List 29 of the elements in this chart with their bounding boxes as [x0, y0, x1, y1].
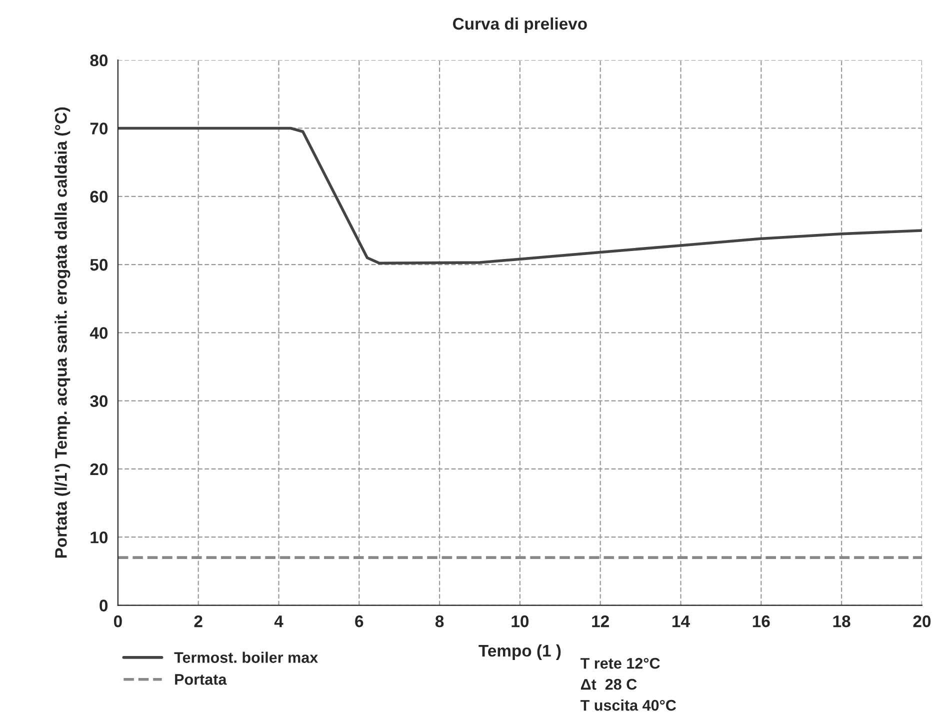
y-tick-label: 50	[90, 258, 108, 271]
x-tick-label: 0	[114, 615, 122, 628]
y-axis-title: Portata (l/1') Temp. acqua sanit. erogata dalla caldaia (°C)	[54, 107, 70, 558]
x-tick-label: 4	[274, 616, 284, 628]
chart-title: Curva di prelievo	[453, 17, 587, 33]
y-tick-label: 60	[90, 190, 108, 203]
x-tick-label: 20	[913, 615, 931, 628]
x-tick-label: 8	[435, 615, 444, 628]
x-tick-label: 12	[592, 615, 609, 628]
y-tick-label: 30	[90, 395, 108, 408]
text: T uscita 40°C	[580, 700, 676, 711]
y-tick-label: 40	[90, 327, 108, 339]
y-tick-label: 80	[90, 54, 108, 66]
y-tick-label: 70	[90, 122, 108, 134]
y-tick-label: 20	[90, 463, 108, 476]
x-tick-label: 2	[194, 615, 202, 628]
x-tick-label: 6	[355, 615, 364, 628]
x-tick-label: 18	[833, 615, 850, 628]
text: T rete 12°C	[580, 658, 660, 669]
text: Δt 28 C	[580, 678, 637, 690]
x-axis-title: Tempo (1 )	[478, 644, 561, 660]
legend-label: Termost. boiler max	[174, 652, 318, 663]
y-tick-label: 0	[100, 600, 108, 612]
legend-label: Portata	[175, 674, 227, 685]
x-tick-label: 10	[512, 615, 529, 628]
line-series	[118, 126, 922, 265]
x-tick-label: 14	[672, 616, 690, 628]
x-tick-label: 16	[752, 615, 770, 628]
y-tick-label: 10	[90, 532, 108, 544]
